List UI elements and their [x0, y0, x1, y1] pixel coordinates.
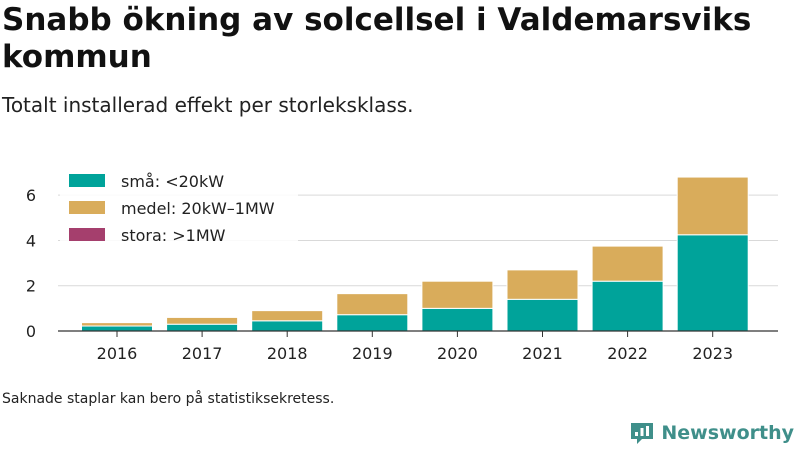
bar-segment [506, 269, 579, 300]
y-tick-label: 0 [26, 322, 36, 341]
legend-swatch [69, 174, 105, 187]
bar-segment [421, 280, 494, 309]
x-tick-label: 2018 [267, 344, 308, 363]
bar-segment [591, 245, 664, 282]
bar-segment [591, 280, 664, 332]
bar-segment [166, 323, 239, 332]
bar-segment [676, 176, 749, 236]
x-tick-label: 2017 [182, 344, 223, 363]
bar-segment [81, 325, 153, 332]
bar-segment [166, 316, 239, 325]
footnote: Saknade staplar kan bero på statistiksek… [2, 391, 335, 407]
bar-segment [336, 314, 409, 332]
bar-segment [421, 307, 494, 332]
legend: små: <20kW medel: 20kW–1MW stora: >1MW [60, 164, 298, 248]
bar-segment [251, 320, 324, 332]
chart-subtitle: Totalt installerad effekt per storlekskl… [2, 93, 414, 117]
bar-segment [81, 322, 153, 327]
legend-swatch [69, 228, 105, 241]
brand: Newsworthy [629, 420, 794, 446]
x-tick-label: 2019 [352, 344, 393, 363]
y-tick-label: 4 [26, 231, 36, 250]
legend-label: små: <20kW [121, 172, 224, 191]
axes: 0 2 4 6 2016 2017 2018 2019 2020 2021 2022 2023 [26, 186, 778, 363]
legend-label: medel: 20kW–1MW [121, 199, 275, 218]
bar-segment [251, 310, 324, 322]
x-tick-label: 2020 [437, 344, 478, 363]
legend-label: stora: >1MW [121, 226, 226, 245]
y-tick-label: 6 [26, 186, 36, 205]
brand-name: Newsworthy [661, 422, 794, 444]
x-tick-label: 2022 [607, 344, 648, 363]
bar-segment [506, 298, 579, 332]
x-tick-label: 2016 [97, 344, 138, 363]
newsworthy-logo-icon [631, 423, 654, 444]
chart-title: Snabb ökning av solcellsel i Valdemarsvi… [2, 2, 752, 75]
bar-segment [336, 293, 409, 316]
legend-swatch [69, 201, 105, 214]
y-tick-label: 2 [26, 277, 36, 296]
stacked-bar-chart: 0 2 4 6 2016 2017 2018 2019 2020 2021 2022 2023 små… [25, 164, 778, 363]
bars [81, 176, 749, 332]
x-tick-label: 2021 [522, 344, 563, 363]
bar-segment [676, 234, 749, 332]
x-tick-label: 2023 [692, 344, 733, 363]
